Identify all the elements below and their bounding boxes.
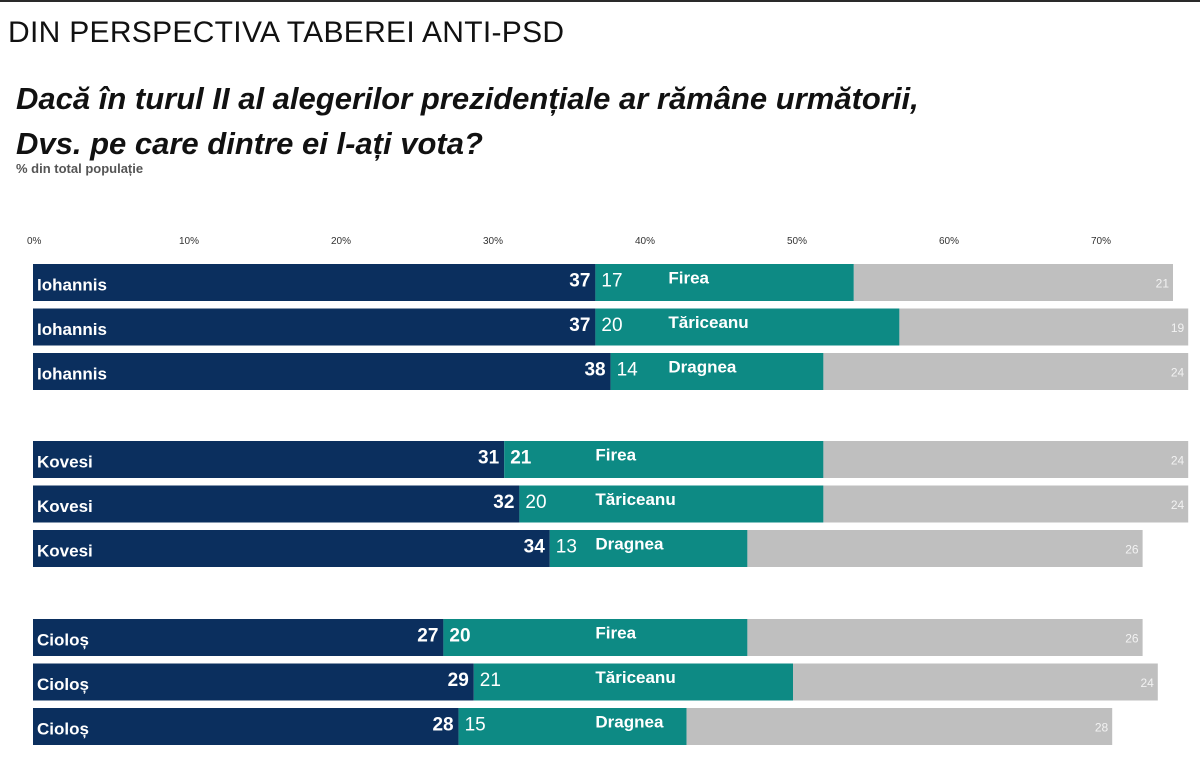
x-tick-label: 50% xyxy=(787,236,807,247)
candidate-label: Cioloș xyxy=(37,720,89,739)
candidate-value-label: 37 xyxy=(569,271,590,292)
other-value-label: 24 xyxy=(1171,498,1185,512)
opponent-value-label: 15 xyxy=(465,715,486,736)
candidate-label: Kovesi xyxy=(37,453,93,472)
chart-subtitle: % din total populație xyxy=(16,161,144,176)
x-tick-label: 20% xyxy=(331,236,351,247)
bar-segment-candidate xyxy=(33,353,611,390)
bar-segment-opponent xyxy=(610,353,824,390)
opponent-value-label: 13 xyxy=(556,537,577,558)
candidate-value-label: 27 xyxy=(417,626,438,647)
bar-segment-other xyxy=(823,485,1189,523)
opponent-value-label: 17 xyxy=(601,271,622,292)
bar-segment-opponent xyxy=(473,663,793,701)
chart-title-line-1: Dacă în turul II al alegerilor prezidenț… xyxy=(16,81,919,116)
bar-segment-other xyxy=(823,353,1189,390)
candidate-label: Iohannis xyxy=(37,276,107,295)
opponent-value-label: 21 xyxy=(510,448,532,469)
bar-segment-opponent xyxy=(504,441,824,478)
bar-segment-candidate xyxy=(33,485,520,523)
other-value-label: 26 xyxy=(1125,543,1139,557)
bar-segment-candidate xyxy=(33,441,505,478)
bar-segment-other xyxy=(823,441,1189,478)
opponent-label: Dragnea xyxy=(668,358,737,377)
bar-segment-candidate xyxy=(33,530,550,567)
candidate-label: Cioloș xyxy=(37,631,89,650)
other-value-label: 26 xyxy=(1125,632,1139,646)
opponent-label: Firea xyxy=(595,446,636,465)
opponent-value-label: 20 xyxy=(449,626,470,647)
opponent-value-label: 20 xyxy=(525,492,546,513)
opponent-value-label: 14 xyxy=(617,360,639,381)
opponent-label: Tăriceanu xyxy=(595,668,675,687)
chart-title: Dacă în turul II al alegerilor prezidenț… xyxy=(16,76,919,166)
bar-segment-other xyxy=(747,619,1143,656)
bar-segment-opponent xyxy=(595,308,900,346)
opponent-label: Tăriceanu xyxy=(595,490,675,509)
opponent-label: Firea xyxy=(595,624,636,643)
bar-segment-opponent xyxy=(458,708,687,745)
candidate-value-label: 31 xyxy=(478,448,500,469)
candidate-label: Kovesi xyxy=(37,542,93,561)
other-value-label: 21 xyxy=(1156,277,1170,291)
section-header: DIN PERSPECTIVA TABEREI ANTI-PSD xyxy=(8,16,565,49)
x-tick-label: 40% xyxy=(635,236,655,247)
candidate-value-label: 28 xyxy=(432,715,453,736)
bar-segment-other xyxy=(793,663,1158,701)
opponent-label: Firea xyxy=(668,269,709,288)
candidate-label: Iohannis xyxy=(37,320,107,339)
bar-segment-candidate xyxy=(33,264,596,301)
bar-segment-candidate xyxy=(33,308,596,346)
candidate-value-label: 34 xyxy=(524,537,546,558)
candidate-value-label: 37 xyxy=(569,315,590,336)
opponent-label: Tăriceanu xyxy=(668,313,748,332)
other-value-label: 24 xyxy=(1171,454,1185,468)
bar-segment-opponent xyxy=(549,530,748,567)
other-value-label: 24 xyxy=(1140,676,1154,690)
bar-segment-opponent xyxy=(519,485,824,523)
candidate-value-label: 32 xyxy=(493,492,514,513)
candidate-label: Kovesi xyxy=(37,497,93,516)
x-tick-label: 60% xyxy=(939,236,959,247)
bar-segment-other xyxy=(853,264,1173,301)
x-tick-label: 0% xyxy=(27,236,42,247)
bar-segment-opponent xyxy=(443,619,748,656)
bar-segment-candidate xyxy=(33,708,459,745)
bar-segment-opponent xyxy=(595,264,854,301)
other-value-label: 19 xyxy=(1171,321,1185,335)
x-tick-label: 70% xyxy=(1091,236,1111,247)
other-value-label: 24 xyxy=(1171,366,1185,380)
x-tick-label: 30% xyxy=(483,236,503,247)
bar-segment-candidate xyxy=(33,619,444,656)
candidate-label: Iohannis xyxy=(37,365,107,384)
opponent-label: Dragnea xyxy=(595,713,664,732)
x-tick-label: 10% xyxy=(179,236,199,247)
other-value-label: 28 xyxy=(1095,721,1109,735)
opponent-value-label: 20 xyxy=(601,315,622,336)
opponent-value-label: 21 xyxy=(480,670,501,691)
top-rule xyxy=(0,0,1200,2)
chart-title-line-2: Dvs. pe care dintre ei l-ați vota? xyxy=(16,126,483,161)
bar-segment-other xyxy=(686,708,1113,745)
candidate-value-label: 29 xyxy=(448,670,469,691)
opponent-label: Dragnea xyxy=(595,535,664,554)
bar-segment-other xyxy=(899,308,1189,346)
bar-segment-other xyxy=(747,530,1143,567)
candidate-label: Cioloș xyxy=(37,675,89,694)
bar-segment-candidate xyxy=(33,663,474,701)
candidate-value-label: 38 xyxy=(584,360,605,381)
